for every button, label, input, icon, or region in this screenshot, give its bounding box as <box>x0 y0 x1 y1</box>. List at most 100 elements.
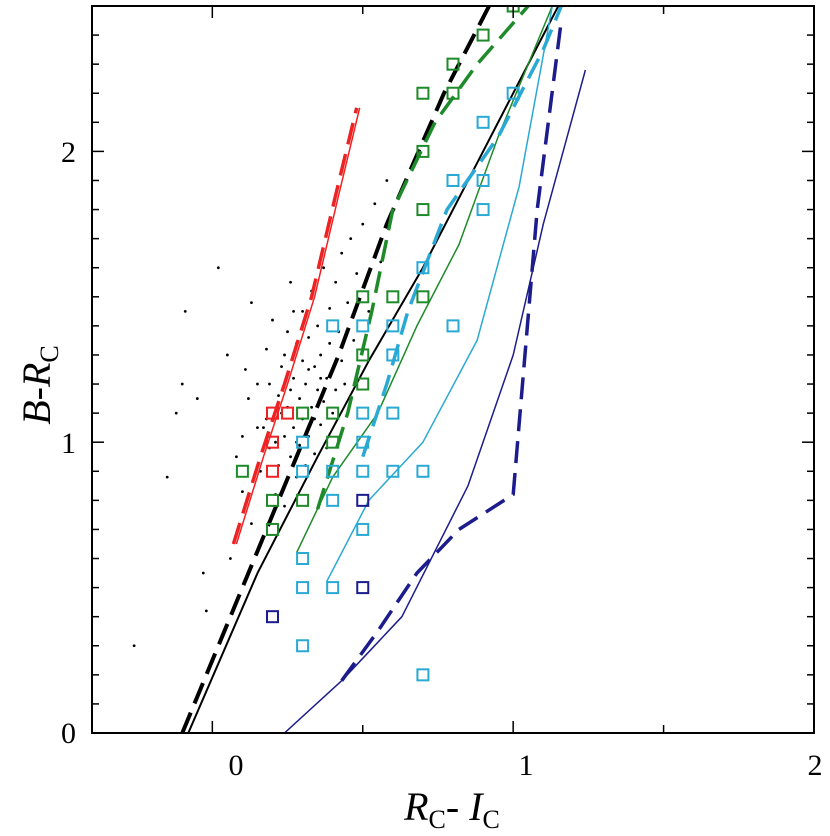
star-point <box>355 272 359 275</box>
square-marker-green <box>266 493 279 507</box>
star-point <box>340 359 344 363</box>
star-point <box>292 426 295 430</box>
star-point <box>307 336 310 339</box>
square-marker-green <box>446 86 460 100</box>
star-point <box>349 237 353 241</box>
star-point <box>235 455 238 459</box>
star-point <box>301 309 304 313</box>
square-marker-cyan <box>356 319 370 333</box>
square-marker-cyan <box>506 86 520 100</box>
square-marker-green <box>416 203 430 217</box>
star-point <box>340 251 344 255</box>
star-point <box>289 455 292 459</box>
y-tick-label: 0 <box>61 717 76 750</box>
star-point <box>247 397 250 400</box>
square-marker-cyan <box>296 464 310 478</box>
square-marker-cyan <box>416 464 430 478</box>
series-line-red-dashed <box>231 107 359 545</box>
square-marker-cyan <box>386 464 400 478</box>
star-point <box>346 301 350 305</box>
star-point <box>286 330 289 334</box>
square-marker-green <box>356 377 370 391</box>
star-point <box>201 571 205 575</box>
star-point <box>180 382 184 386</box>
square-marker-green <box>476 28 490 42</box>
star-point <box>385 179 389 182</box>
star-point <box>331 411 335 415</box>
square-marker-green <box>326 435 340 449</box>
square-marker-green <box>386 290 400 304</box>
star-point <box>174 411 178 415</box>
star-point <box>216 266 220 270</box>
square-marker-cyan <box>476 173 490 187</box>
star-point <box>322 400 326 403</box>
plot-content <box>132 6 587 733</box>
star-point <box>228 557 232 560</box>
series-line-cyan-solid <box>325 6 554 583</box>
star-point <box>307 368 310 371</box>
x-axis-title-r: R <box>403 784 428 829</box>
x-tick-label: 1 <box>519 749 534 782</box>
square-marker-green <box>446 57 460 71</box>
star-point <box>352 339 356 342</box>
y-axis-title-sub: C <box>35 345 64 362</box>
star-point <box>289 388 292 392</box>
star-point <box>316 324 320 328</box>
star-point <box>298 397 301 400</box>
square-marker-navy <box>356 581 370 595</box>
star-point <box>241 490 244 494</box>
square-marker-green <box>416 290 430 304</box>
star-point <box>274 440 277 444</box>
square-marker-green <box>416 144 430 158</box>
star-point <box>250 301 253 305</box>
square-marker-green <box>356 348 370 362</box>
star-point <box>289 280 292 284</box>
star-point <box>195 397 199 400</box>
square-marker-red <box>281 406 295 420</box>
x-axis-title-sub1: C <box>429 805 446 834</box>
star-point <box>241 434 244 438</box>
series-line-cyan-dashed <box>361 6 563 458</box>
star-point <box>367 309 371 313</box>
square-marker-cyan <box>416 261 430 275</box>
star-point <box>256 382 259 386</box>
square-marker-cyan <box>356 464 370 478</box>
star-point <box>244 368 247 371</box>
square-marker-cyan <box>476 203 490 217</box>
star-point <box>225 353 229 357</box>
square-marker-green <box>296 493 310 507</box>
square-marker-red <box>266 435 279 449</box>
x-axis-title-sub2: C <box>483 805 500 834</box>
star-point <box>250 522 253 526</box>
square-marker-cyan <box>296 435 310 449</box>
star-point <box>334 388 338 392</box>
series-line-navy-solid <box>283 69 587 733</box>
x-tick-label: 2 <box>808 749 823 782</box>
x-tick-label: 0 <box>229 749 244 782</box>
series-line-black-dashed <box>180 6 491 733</box>
star-point <box>283 353 286 357</box>
star-point <box>280 365 283 368</box>
square-marker-cyan <box>356 522 370 536</box>
star-point <box>292 309 295 313</box>
y-tick-label: 2 <box>61 136 76 169</box>
square-marker-cyan <box>326 319 340 333</box>
x-axis-title-i: I <box>468 784 484 829</box>
star-point <box>325 376 329 380</box>
square-marker-red <box>266 406 279 420</box>
x-axis-title: RC- IC <box>403 784 500 834</box>
star-point <box>328 307 332 310</box>
star-point <box>316 388 320 392</box>
square-marker-cyan <box>446 173 460 187</box>
y-axis-title: B-RC <box>14 345 64 425</box>
plot-area <box>132 6 587 733</box>
square-marker-cyan <box>326 581 340 595</box>
star-point <box>271 318 274 322</box>
square-marker-cyan <box>296 552 310 566</box>
star-point <box>322 266 326 270</box>
plot-frame <box>91 5 815 734</box>
star-point <box>132 644 136 648</box>
series-line-green-dashed <box>315 6 530 510</box>
star-point <box>319 423 323 427</box>
square-marker-cyan <box>476 115 490 129</box>
